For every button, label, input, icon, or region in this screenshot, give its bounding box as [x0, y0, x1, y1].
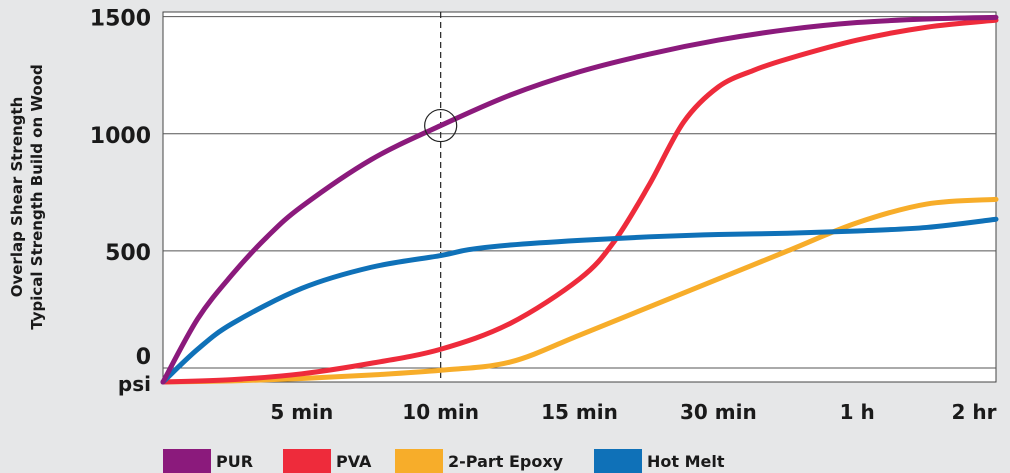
series-line-pva	[160, 17, 999, 385]
series-line-pur	[160, 14, 999, 385]
y-axis-ticks: 0 500 1000 1500 psi	[90, 7, 151, 396]
gridlines	[163, 16, 996, 369]
x-tick-label-3: 30 min	[680, 400, 757, 424]
series-lines	[160, 14, 999, 385]
y-axis-title: Overlap Shear Strength Typical Strength B…	[8, 64, 46, 329]
legend-label-pur: PUR	[216, 452, 253, 471]
y-unit-label: psi	[118, 372, 151, 396]
legend-swatch-2-part-epoxy	[395, 449, 443, 473]
x-tick-label-5: 2 hr	[952, 400, 997, 424]
legend: PUR PVA 2-Part Epoxy Hot Melt	[163, 449, 725, 473]
y-tick-label-500: 500	[105, 241, 151, 266]
legend-item-hot-melt: Hot Melt	[594, 449, 725, 473]
legend-swatch-hot-melt	[594, 449, 642, 473]
y-axis-title-line-2: Typical Strength Build on Wood	[28, 64, 46, 329]
x-axis-ticks: 5 min 10 min 15 min 30 min 1 h 2 hr	[270, 400, 996, 424]
legend-item-pur: PUR	[163, 449, 253, 473]
series-line-hot-melt	[160, 216, 999, 385]
x-tick-label-4: 1 h	[840, 400, 875, 424]
y-tick-label-0: 0	[136, 345, 151, 370]
legend-item-pva: PVA	[283, 449, 372, 473]
x-tick-label-0: 5 min	[270, 400, 333, 424]
y-axis-title-line-1: Overlap Shear Strength	[8, 97, 26, 298]
series-line-2-part-epoxy	[160, 196, 999, 385]
legend-label-2-part-epoxy: 2-Part Epoxy	[448, 452, 564, 471]
legend-swatch-pur	[163, 449, 211, 473]
x-tick-label-2: 15 min	[541, 400, 618, 424]
plot-area	[162, 11, 997, 383]
legend-swatch-pva	[283, 449, 331, 473]
y-tick-label-1000: 1000	[90, 124, 151, 149]
legend-label-hot-melt: Hot Melt	[647, 452, 725, 471]
highlight-circle	[424, 108, 458, 143]
legend-item-2-part-epoxy: 2-Part Epoxy	[395, 449, 564, 473]
highlight-marker-group	[424, 108, 458, 143]
legend-label-pva: PVA	[336, 452, 372, 471]
y-tick-label-1500: 1500	[90, 7, 151, 32]
x-tick-label-1: 10 min	[402, 400, 479, 424]
